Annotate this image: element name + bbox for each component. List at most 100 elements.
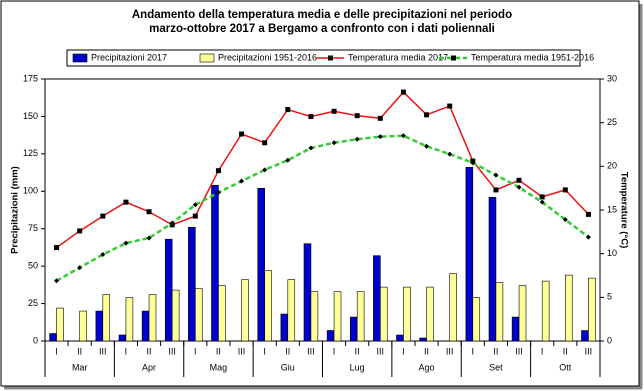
x-tick-label: III — [168, 346, 176, 356]
marker — [123, 199, 129, 205]
bar — [303, 243, 312, 342]
legend-marker — [451, 55, 456, 61]
marker — [424, 143, 430, 149]
marker — [400, 89, 406, 95]
marker — [169, 220, 175, 226]
bar — [164, 238, 173, 342]
bar — [396, 334, 404, 342]
marker — [539, 199, 545, 205]
month-label: Ott — [559, 362, 572, 372]
legend-marker — [328, 55, 333, 61]
marker — [562, 217, 568, 223]
y2-tick-label: 10 — [607, 248, 617, 258]
marker — [400, 133, 406, 139]
bar — [241, 279, 249, 342]
y-tick-label: 50 — [28, 261, 38, 271]
marker — [308, 114, 314, 120]
bar — [148, 294, 157, 342]
marker — [424, 112, 430, 118]
y2-tick-label: 30 — [607, 73, 617, 83]
x-tick-label: III — [446, 346, 454, 356]
y2-tick-label: 15 — [607, 204, 617, 214]
bar — [287, 279, 296, 342]
x-tick-label: II — [285, 346, 290, 356]
x-tick-label: I — [125, 346, 128, 356]
marker — [262, 140, 268, 146]
bar — [333, 291, 342, 342]
marker — [470, 160, 476, 166]
x-tick-label: I — [541, 346, 544, 356]
bar — [218, 285, 226, 342]
marker — [308, 145, 314, 151]
marker — [123, 240, 129, 246]
x-tick-label: III — [585, 346, 593, 356]
line — [56, 91, 589, 249]
marker — [447, 103, 453, 109]
marker — [516, 177, 522, 183]
month-label: Mar — [72, 362, 88, 372]
y-tick-label: 125 — [23, 148, 38, 158]
bar — [449, 273, 457, 342]
bar — [56, 307, 64, 342]
x-tick-label: I — [194, 346, 197, 356]
marker — [585, 234, 591, 240]
bar — [495, 282, 504, 342]
bar — [95, 310, 104, 342]
legend-swatch — [199, 53, 215, 63]
bar — [403, 286, 411, 342]
marker — [239, 131, 245, 137]
x-tick-label: II — [355, 346, 360, 356]
bar — [349, 316, 358, 342]
legend-label: Temperatura media 1951-2016 — [471, 52, 594, 62]
marker — [215, 190, 221, 196]
x-tick-label: I — [472, 346, 475, 356]
marker — [215, 168, 221, 174]
bar — [264, 270, 272, 342]
bar — [511, 316, 520, 342]
legend-swatch — [72, 53, 88, 63]
marker — [354, 136, 360, 142]
month-label: Apr — [142, 362, 156, 372]
marker — [285, 107, 291, 113]
y-tick-label: 100 — [23, 186, 38, 196]
bar — [565, 274, 573, 342]
y2-tick-label: 5 — [607, 292, 612, 302]
bar — [373, 255, 381, 342]
y2-tick-label: 25 — [607, 117, 617, 127]
bar — [426, 286, 434, 342]
y2-tick-label: 20 — [607, 161, 617, 171]
legend-label: Precipitazioni 1951-2016 — [218, 52, 317, 62]
bar — [326, 330, 335, 342]
marker — [262, 167, 268, 173]
y-tick-label: 150 — [23, 111, 38, 121]
x-tick-label: I — [333, 346, 336, 356]
marker — [493, 187, 499, 193]
month-label: Lug — [350, 362, 365, 372]
month-label: Giu — [281, 362, 295, 372]
bar — [310, 291, 319, 342]
x-tick-label: II — [424, 346, 429, 356]
bar — [588, 277, 596, 342]
y-tick-label: 75 — [28, 223, 38, 233]
marker — [331, 140, 337, 146]
bar — [171, 289, 180, 342]
bar — [141, 310, 150, 342]
y2-tick-label: 0 — [607, 335, 612, 345]
marker — [54, 245, 60, 251]
bar — [581, 330, 589, 342]
marker — [377, 134, 383, 140]
bar — [465, 167, 474, 342]
marker — [192, 202, 198, 208]
marker — [516, 184, 522, 190]
y2-axis-title: Temperature (°C) — [618, 172, 629, 248]
bar — [280, 313, 289, 342]
bar — [488, 196, 497, 342]
bar — [49, 333, 57, 342]
x-tick-label: I — [55, 346, 58, 356]
line — [55, 134, 590, 282]
bar — [211, 184, 219, 342]
marker — [331, 108, 337, 114]
plot-area — [44, 78, 601, 342]
x-tick-label: II — [77, 346, 82, 356]
bar — [102, 294, 111, 342]
